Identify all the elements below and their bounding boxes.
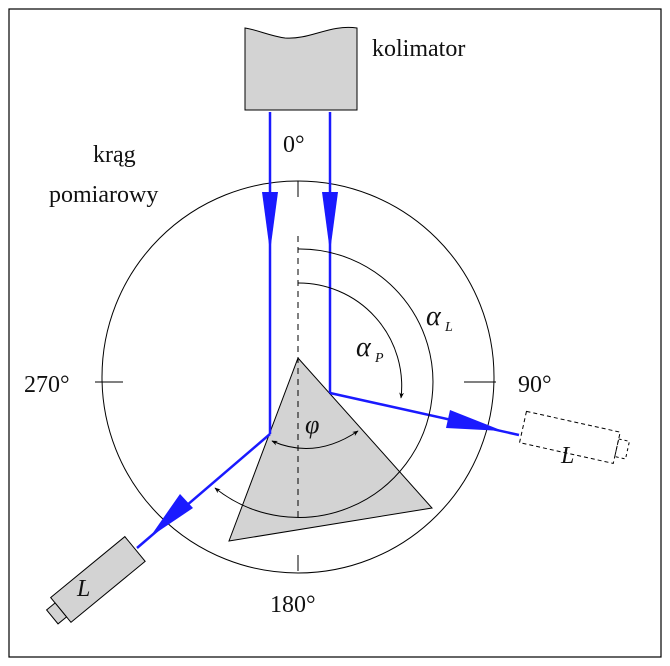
frame-border [8, 8, 662, 658]
beam-left-deflected-arrowhead [150, 494, 193, 537]
prism [228, 357, 433, 542]
alpha-P-subscript: P [374, 351, 384, 366]
degree-90-label: 90° [518, 372, 552, 398]
alpha-L-symbol: α [426, 301, 442, 332]
beam-right-arrowhead [322, 192, 338, 252]
circle-label-line2: pomiarowy [49, 182, 158, 208]
arc-left-deflection [214, 397, 433, 518]
telescope-left-label: L [76, 576, 90, 602]
collimator-label: kolimator [372, 36, 465, 62]
arc-alpha-P [297, 282, 405, 399]
degree-0-label: 0° [283, 132, 305, 158]
phi-label: φ [305, 410, 319, 439]
alpha-L-subscript: L [444, 320, 453, 335]
arc-alpha-L [297, 248, 434, 399]
degree-180-label: 180° [270, 592, 316, 618]
degree-270-label: 270° [24, 372, 70, 398]
telescope-left [45, 535, 146, 625]
circle-label-line1: krąg [93, 142, 136, 168]
telescope-right-label: L [560, 443, 574, 469]
beam-right-deflected-arrowhead [446, 410, 503, 431]
collimator-body [244, 26, 358, 111]
alpha-P-symbol: α [356, 332, 372, 363]
beam-left-arrowhead [262, 192, 278, 252]
arc-phi [271, 430, 359, 450]
telescope-right [518, 410, 631, 464]
